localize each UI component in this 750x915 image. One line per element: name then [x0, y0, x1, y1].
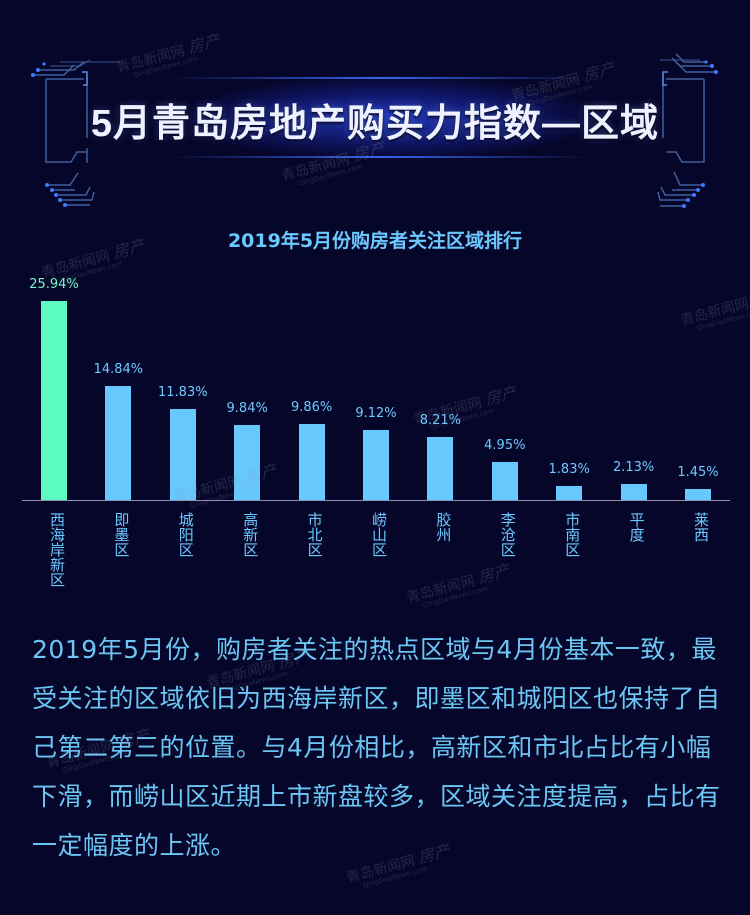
bar [169, 409, 196, 500]
bar [105, 386, 132, 500]
bar-column: 11.83% 城阳区 [151, 0, 215, 600]
category-label: 西海岸新区 [48, 512, 66, 587]
bar-value-label: 11.83% [158, 385, 208, 400]
bar [685, 489, 711, 500]
bar-column: 9.12% 崂山区 [344, 0, 408, 600]
bar-column: 1.83% 市南区 [537, 0, 601, 600]
category-label: 崂山区 [370, 512, 388, 557]
bar [363, 430, 389, 500]
bar-column: 4.95% 李沧区 [473, 0, 537, 600]
bar [620, 484, 647, 500]
bar-column: 2.13% 平度 [602, 0, 666, 600]
bar-value-label: 8.21% [419, 413, 462, 428]
bar-column: 25.94% 西海岸新区 [22, 0, 86, 600]
bar-column: 9.84% 高新区 [215, 0, 279, 600]
category-label: 市北区 [305, 512, 324, 557]
bar [491, 462, 518, 500]
bar-chart: 25.94% 西海岸新区 14.84% 即墨区 11.83% 城阳区 9.84% 高新区 9.8… [22, 0, 730, 600]
summary-paragraph: 2019年5月份，购房者关注的热点区域与4月份基本一致，最受关注的区域依旧为西海… [32, 635, 721, 860]
bar [556, 486, 583, 500]
category-label: 即墨区 [112, 512, 131, 557]
bar-value-label: 25.94% [29, 277, 79, 292]
glow-line-top [170, 77, 590, 79]
category-label: 莱西 [692, 512, 710, 542]
category-label: 城阳区 [176, 512, 195, 557]
glow-line-bottom [170, 156, 590, 158]
bar-value-label: 4.95% [484, 438, 526, 453]
bar [234, 425, 261, 500]
title-glow [190, 78, 590, 158]
circuit-frame-icon [31, 53, 718, 208]
bar-value-label: 1.45% [677, 465, 719, 480]
category-label: 平度 [627, 512, 646, 542]
bar-value-label: 9.84% [226, 401, 268, 416]
bar [41, 301, 67, 500]
bar-column: 9.86% 市北区 [280, 0, 344, 600]
bar-value-label: 1.83% [548, 462, 590, 477]
category-label: 胶州 [434, 512, 453, 542]
bar-value-label: 2.13% [612, 460, 655, 475]
bar [298, 424, 325, 500]
category-label: 高新区 [241, 512, 260, 557]
header-banner: 5月青岛房地产购买力指数—区域 [0, 0, 750, 215]
bar-value-label: 9.12% [355, 406, 397, 421]
bar-column: 14.84% 即墨区 [86, 0, 150, 600]
bar-column: 8.21% 胶州 [408, 0, 472, 600]
x-axis-line [22, 500, 730, 501]
bar-column: 1.45% 莱西 [666, 0, 730, 600]
category-label: 市南区 [563, 512, 582, 557]
category-label: 李沧区 [498, 512, 517, 557]
chart-title: 2019年5月份购房者关注区域排行 [227, 230, 523, 252]
bar [427, 437, 454, 500]
bar-value-label: 14.84% [93, 362, 144, 377]
bar-value-label: 9.86% [290, 400, 333, 415]
page-title: 5月青岛房地产购买力指数—区域 [90, 103, 660, 145]
